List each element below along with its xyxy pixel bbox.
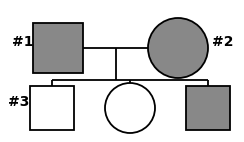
Bar	[30, 86, 74, 130]
Text: #2: #2	[212, 35, 234, 49]
Circle shape	[148, 18, 208, 78]
Bar	[186, 86, 230, 130]
Circle shape	[105, 83, 155, 133]
Text: #1: #1	[12, 35, 33, 49]
Bar	[33, 23, 83, 73]
Text: #3: #3	[8, 95, 29, 109]
